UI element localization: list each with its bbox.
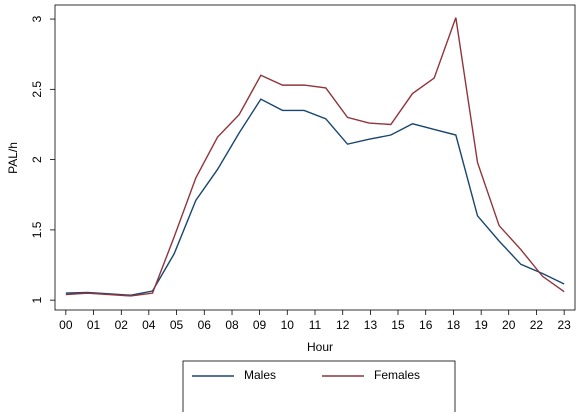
legend-label: Females bbox=[374, 368, 420, 382]
x-tick-label: 20 bbox=[502, 318, 516, 332]
x-tick-label: 01 bbox=[87, 318, 101, 332]
x-axis-label: Hour bbox=[307, 340, 333, 354]
x-tick-label: 08 bbox=[225, 318, 239, 332]
x-tick-label: 13 bbox=[364, 318, 378, 332]
x-tick-label: 16 bbox=[419, 318, 433, 332]
legend-label: Males bbox=[244, 368, 276, 382]
x-tick-label: 04 bbox=[142, 318, 156, 332]
x-tick-label: 00 bbox=[59, 318, 73, 332]
x-tick-label: 11 bbox=[309, 318, 322, 332]
y-tick-label: 1.5 bbox=[30, 221, 44, 238]
x-tick-label: 22 bbox=[530, 318, 544, 332]
x-tick-label: 02 bbox=[115, 318, 129, 332]
x-tick-label: 06 bbox=[198, 318, 212, 332]
x-tick-label: 05 bbox=[170, 318, 184, 332]
x-tick-label: 09 bbox=[253, 318, 267, 332]
y-tick-label: 2.5 bbox=[30, 81, 44, 98]
x-tick-label: 10 bbox=[281, 318, 295, 332]
x-tick-label: 15 bbox=[391, 318, 405, 332]
legend bbox=[182, 360, 456, 414]
x-tick-label: 23 bbox=[557, 318, 571, 332]
line-series bbox=[65, 17, 565, 297]
plot-area bbox=[54, 4, 576, 311]
line-series bbox=[65, 98, 565, 296]
y-tick-label: 3 bbox=[30, 15, 44, 22]
x-tick-label: 19 bbox=[475, 318, 489, 332]
x-tick-label: 18 bbox=[447, 318, 461, 332]
x-tick-label: 12 bbox=[336, 318, 350, 332]
y-tick-label: 1 bbox=[30, 297, 44, 304]
y-axis-label: PAL/h bbox=[6, 142, 20, 174]
y-tick-label: 2 bbox=[30, 156, 44, 163]
